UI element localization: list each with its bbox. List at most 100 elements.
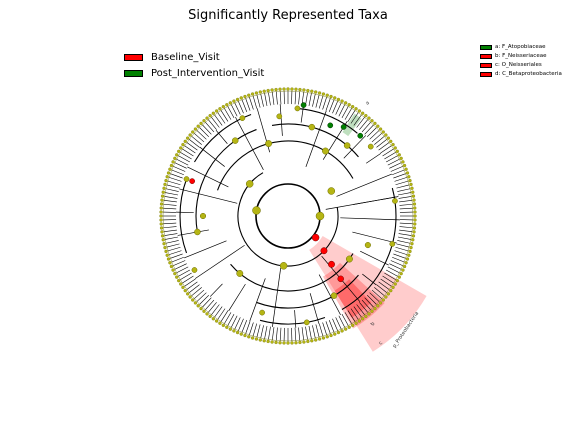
leaf-node	[159, 222, 163, 226]
leaf-node	[333, 332, 337, 336]
leaf-edge	[397, 188, 411, 192]
leaf-node	[247, 93, 251, 97]
leaf-node	[270, 88, 274, 92]
internal-node	[199, 212, 207, 220]
leaf-node	[286, 87, 290, 91]
leaf-node	[298, 87, 302, 92]
leaf-node	[202, 309, 206, 313]
leaf-node	[404, 261, 408, 265]
leaf-node	[393, 282, 397, 286]
leaf-node	[364, 314, 368, 318]
leaf-node	[367, 312, 371, 316]
biomarker-node-baseline	[328, 260, 335, 268]
leaf-edge	[378, 142, 390, 151]
leaf-node	[376, 304, 380, 308]
leaf-edge	[397, 240, 411, 244]
leaf-node	[411, 190, 415, 194]
leaf-node	[254, 337, 259, 341]
leaf-node	[409, 182, 413, 187]
leaf-node	[399, 156, 403, 160]
leaf-node	[171, 160, 175, 164]
leaf-node	[357, 319, 362, 323]
leaf-node	[357, 109, 362, 113]
highlight-label-c: c	[378, 340, 385, 346]
leaf-node	[258, 90, 262, 94]
leaf-edge	[196, 130, 207, 140]
leaf-node	[193, 127, 198, 131]
leaf-edge	[189, 139, 200, 148]
clade-swatch-d	[480, 71, 492, 77]
biomarker-node-baseline	[311, 233, 320, 242]
leaf-edge	[194, 289, 205, 299]
leaf-node	[193, 301, 198, 305]
leaf-node	[306, 88, 310, 93]
leaf-edge	[356, 304, 365, 315]
leaf-node	[175, 275, 179, 279]
leaf-edge	[220, 310, 229, 322]
leaf-edge	[227, 106, 235, 118]
leaf-edge	[318, 95, 324, 109]
cladogram-nodes	[159, 87, 417, 345]
leaf-edge	[387, 266, 400, 274]
leaf-node	[159, 202, 164, 206]
leaf-node	[254, 91, 259, 95]
leaf-edge	[322, 97, 327, 110]
leaf-node	[325, 335, 329, 339]
leaf-node	[225, 325, 229, 329]
leaf-edge	[315, 324, 320, 338]
leaf-node	[169, 264, 174, 269]
leaf-node	[173, 272, 177, 276]
leaf-edge	[396, 184, 410, 189]
leaf-node	[412, 202, 417, 206]
ring-root	[255, 183, 321, 249]
clade-legend-d-label: d: C_Betaproteobacteria	[495, 71, 562, 77]
branch-edge	[215, 129, 228, 144]
legend-swatch-baseline	[124, 54, 143, 61]
leaf-edge	[169, 250, 182, 255]
leaf-edge	[318, 323, 324, 337]
leaf-node	[181, 285, 185, 290]
branch-edge	[184, 240, 227, 259]
leaf-edge	[395, 246, 409, 252]
leaf-node	[405, 171, 410, 175]
leaf-edge	[176, 158, 189, 166]
leaf-node	[333, 96, 337, 100]
leaf-node	[177, 278, 181, 283]
leaf-edge	[174, 263, 187, 270]
leaf-edge	[230, 104, 238, 117]
leaf-edge	[371, 133, 382, 143]
legend-swatch-post	[124, 70, 143, 77]
ring-outer	[162, 90, 414, 342]
leaf-edge	[214, 114, 223, 126]
leaf-node	[329, 94, 333, 99]
leaf-node	[302, 340, 306, 344]
clade-swatch-b	[480, 53, 492, 59]
leaf-edge	[202, 124, 212, 135]
leaf-node	[397, 275, 401, 279]
leaf-node	[159, 210, 163, 214]
leaf-node	[163, 182, 167, 187]
leaf-node	[340, 329, 344, 333]
leaf-edge	[178, 269, 190, 277]
leaf-edge	[191, 136, 202, 145]
leaf-node	[321, 92, 326, 96]
leaf-edge	[341, 314, 349, 326]
leaf-edge	[170, 253, 183, 259]
leaf-edge	[315, 94, 320, 108]
branch-edge	[177, 229, 209, 236]
biomarker-node-baseline	[189, 178, 196, 184]
leaf-node	[294, 87, 298, 91]
biomarker-node-baseline	[337, 275, 344, 283]
leaf-edge	[344, 312, 352, 324]
leaf-edge	[399, 229, 413, 232]
leaf-edge	[397, 236, 411, 240]
leaf-edge	[350, 112, 359, 124]
internal-node	[236, 270, 244, 277]
leaf-node	[191, 130, 195, 134]
leaf-edge	[217, 308, 226, 320]
legend-item-baseline: Baseline_Visit	[124, 52, 220, 63]
leaf-node	[290, 341, 294, 345]
leaf-node	[211, 111, 216, 115]
legend-label-baseline: Baseline_Visit	[151, 52, 220, 63]
